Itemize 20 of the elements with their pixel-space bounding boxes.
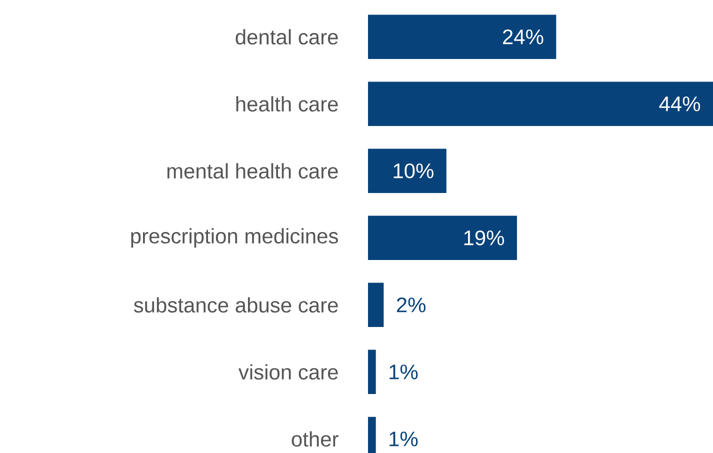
bar (368, 82, 713, 126)
data-label: 24% (503, 29, 544, 44)
y-tick-label: substance abuse care (134, 297, 338, 313)
y-tick-label: prescription medicines (131, 228, 338, 248)
bar (368, 148, 446, 193)
bar (368, 350, 376, 394)
data-label: 19% (464, 230, 504, 246)
bar (368, 14, 556, 59)
y-tick-label: vision care (238, 364, 338, 380)
y-tick-label: dental care (236, 29, 338, 45)
data-label: 44% (659, 96, 700, 112)
data-label: 1% (390, 364, 418, 380)
y-tick-label: other (292, 431, 338, 447)
bar (368, 216, 517, 260)
y-tick-label: mental health care (167, 163, 338, 179)
y-tick-label: health care (236, 96, 338, 112)
data-label: 2% (396, 298, 426, 312)
bar (368, 282, 384, 328)
data-label: 1% (390, 432, 418, 446)
data-label: 10% (394, 163, 434, 178)
